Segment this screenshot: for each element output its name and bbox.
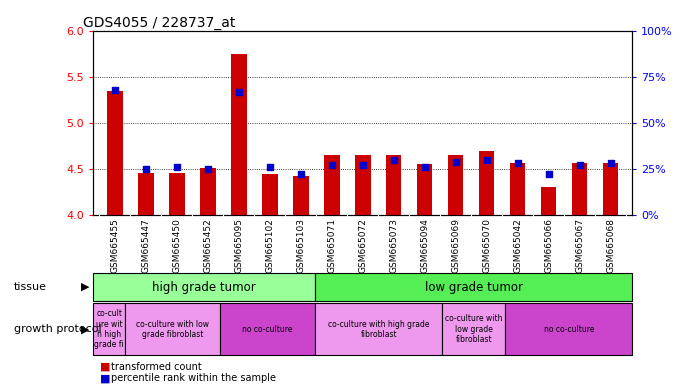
Text: GDS4055 / 228737_at: GDS4055 / 228737_at — [82, 16, 235, 30]
Text: GSM665042: GSM665042 — [513, 218, 522, 273]
Text: ▶: ▶ — [82, 282, 90, 292]
Point — [419, 164, 430, 170]
Text: co-culture with high grade
fibroblast: co-culture with high grade fibroblast — [328, 319, 429, 339]
Text: ■: ■ — [100, 373, 111, 383]
Bar — [324, 155, 339, 215]
Bar — [448, 155, 464, 215]
Point — [481, 157, 492, 163]
Point — [265, 164, 276, 170]
Text: co-culture with
low grade
fibroblast: co-culture with low grade fibroblast — [445, 314, 502, 344]
Point — [450, 159, 461, 165]
Bar — [231, 54, 247, 215]
Point — [543, 171, 554, 177]
Bar — [315, 273, 632, 301]
Point — [388, 157, 399, 163]
Bar — [572, 162, 587, 215]
Text: GSM665073: GSM665073 — [389, 218, 398, 273]
Point — [574, 162, 585, 168]
Text: co-cult
ure wit
h high
grade fi: co-cult ure wit h high grade fi — [94, 309, 124, 349]
Text: ▶: ▶ — [82, 324, 90, 334]
Text: GSM665071: GSM665071 — [328, 218, 337, 273]
Text: GSM665095: GSM665095 — [234, 218, 243, 273]
Bar — [541, 187, 556, 215]
Point — [234, 88, 245, 94]
Bar — [125, 303, 220, 355]
Point — [140, 166, 151, 172]
Text: ■: ■ — [100, 362, 111, 372]
Bar — [417, 164, 433, 215]
Text: high grade tumor: high grade tumor — [153, 281, 256, 293]
Bar — [262, 174, 278, 215]
Point — [357, 162, 368, 168]
Text: transformed count: transformed count — [111, 362, 201, 372]
Text: GSM665068: GSM665068 — [606, 218, 615, 273]
Text: GSM665455: GSM665455 — [111, 218, 120, 273]
Text: GSM665450: GSM665450 — [173, 218, 182, 273]
Text: GSM665102: GSM665102 — [265, 218, 274, 273]
Bar — [442, 303, 505, 355]
Text: percentile rank within the sample: percentile rank within the sample — [111, 373, 276, 383]
Text: GSM665103: GSM665103 — [296, 218, 305, 273]
Bar — [510, 164, 525, 215]
Text: tissue: tissue — [14, 282, 47, 292]
Text: low grade tumor: low grade tumor — [425, 281, 522, 293]
Point — [326, 162, 337, 168]
Bar — [220, 303, 315, 355]
Bar — [107, 91, 123, 215]
Point — [605, 161, 616, 167]
Bar — [479, 151, 495, 215]
Bar — [93, 273, 315, 301]
Bar — [293, 176, 309, 215]
Bar — [386, 155, 401, 215]
Point — [171, 164, 182, 170]
Bar — [603, 164, 618, 215]
Bar — [200, 168, 216, 215]
Bar — [169, 173, 184, 215]
Bar — [93, 303, 125, 355]
Bar — [505, 303, 632, 355]
Text: GSM665447: GSM665447 — [142, 218, 151, 273]
Bar — [138, 173, 153, 215]
Text: co-culture with low
grade fibroblast: co-culture with low grade fibroblast — [136, 319, 209, 339]
Text: GSM665094: GSM665094 — [420, 218, 429, 273]
Point — [202, 166, 214, 172]
Text: GSM665069: GSM665069 — [451, 218, 460, 273]
Text: GSM665066: GSM665066 — [544, 218, 553, 273]
Point — [512, 161, 523, 167]
Bar — [315, 303, 442, 355]
Text: GSM665067: GSM665067 — [575, 218, 584, 273]
Point — [109, 87, 120, 93]
Point — [295, 171, 306, 177]
Text: GSM665070: GSM665070 — [482, 218, 491, 273]
Bar — [355, 155, 370, 215]
Text: GSM665452: GSM665452 — [203, 218, 212, 273]
Text: no co-culture: no co-culture — [544, 325, 594, 334]
Text: growth protocol: growth protocol — [14, 324, 102, 334]
Text: no co-culture: no co-culture — [243, 325, 293, 334]
Text: GSM665072: GSM665072 — [358, 218, 368, 273]
